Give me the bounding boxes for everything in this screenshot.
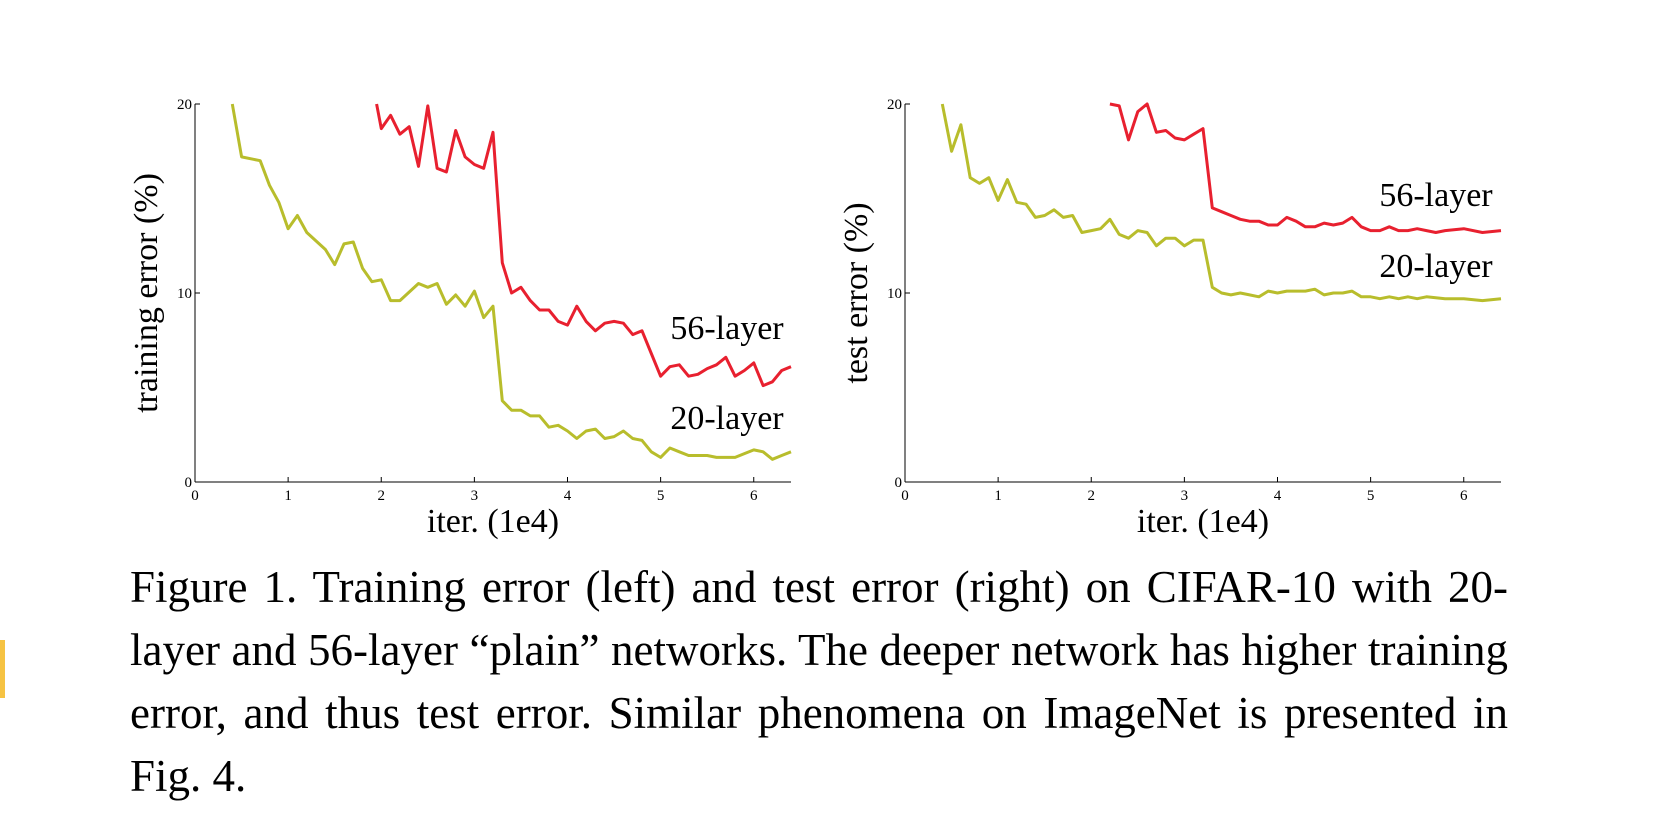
series-line <box>375 103 792 388</box>
series-label: 20-layer <box>1379 248 1493 285</box>
x-tick-label: 4 <box>564 488 572 504</box>
series-line <box>230 103 792 461</box>
y-axis-label: training error (%) <box>128 173 165 413</box>
x-tick-label: 1 <box>994 488 1002 504</box>
x-tick-label: 2 <box>1088 488 1096 504</box>
x-tick-label: 1 <box>284 488 292 504</box>
series-label: 56-layer <box>670 310 784 347</box>
series-line <box>940 103 1502 303</box>
margin-marker <box>0 640 5 698</box>
y-tick-label: 20 <box>177 97 192 113</box>
y-tick-label: 20 <box>887 97 902 113</box>
series-label: 20-layer <box>670 400 784 437</box>
x-tick-label: 0 <box>191 488 199 504</box>
series-line <box>1109 102 1502 234</box>
x-axis-label: iter. (1e4) <box>1137 503 1269 540</box>
x-tick-label: 4 <box>1274 488 1282 504</box>
y-tick-label: 0 <box>185 475 193 491</box>
y-tick-label: 0 <box>895 475 903 491</box>
x-tick-label: 3 <box>471 488 479 504</box>
y-tick-label: 10 <box>887 286 902 302</box>
x-tick-label: 0 <box>901 488 909 504</box>
y-axis-label: test error (%) <box>838 202 875 383</box>
x-axis-label: iter. (1e4) <box>427 503 559 540</box>
y-tick-label: 10 <box>177 286 192 302</box>
x-tick-label: 5 <box>1367 488 1375 504</box>
figure-caption: Figure 1. Training error (left) and test… <box>130 562 1508 801</box>
x-tick-label: 6 <box>750 488 758 504</box>
x-tick-label: 6 <box>1460 488 1468 504</box>
x-tick-label: 3 <box>1181 488 1189 504</box>
x-tick-label: 2 <box>378 488 386 504</box>
series-label: 56-layer <box>1379 177 1493 214</box>
x-tick-label: 5 <box>657 488 665 504</box>
